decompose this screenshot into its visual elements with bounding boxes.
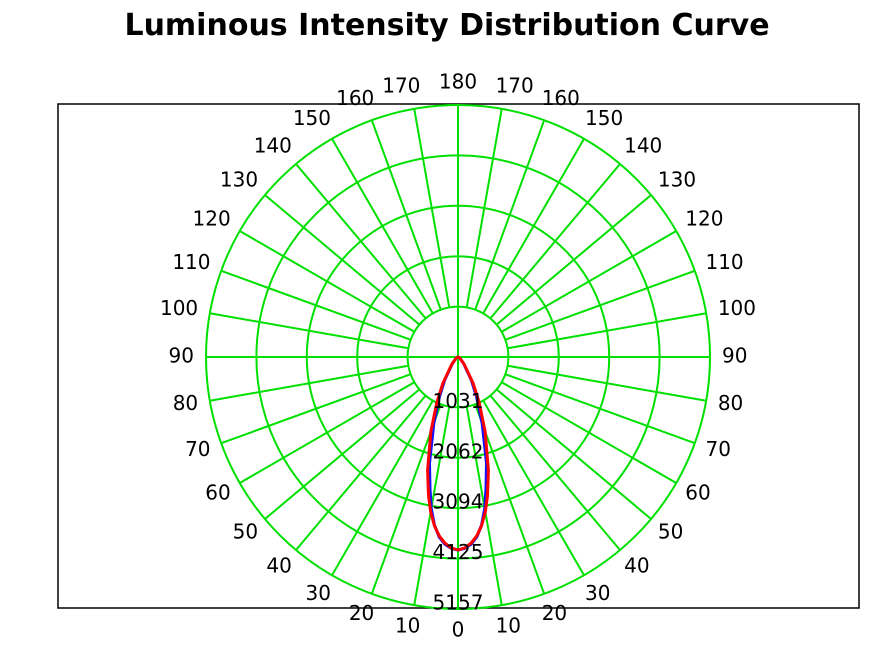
angle-tick-label: 40 bbox=[624, 553, 649, 577]
angle-tick-label: 10 bbox=[496, 613, 521, 637]
angle-tick-label: 70 bbox=[185, 437, 210, 461]
angle-tick-label: 30 bbox=[585, 581, 610, 605]
angle-tick-label: 40 bbox=[266, 553, 291, 577]
angle-tick-label: 140 bbox=[254, 134, 292, 158]
angle-tick-label: 100 bbox=[160, 296, 198, 320]
grid-spoke bbox=[209, 312, 409, 350]
grid-spoke bbox=[370, 119, 442, 310]
grid-spoke bbox=[239, 230, 415, 333]
angle-tick-label: 140 bbox=[624, 134, 662, 158]
angle-tick-label: 150 bbox=[293, 106, 331, 130]
grid-spoke bbox=[474, 119, 546, 310]
angle-tick-label: 180 bbox=[439, 70, 477, 94]
grid-spoke bbox=[295, 163, 427, 320]
polar-grid bbox=[205, 104, 711, 610]
angle-tick-label: 160 bbox=[542, 86, 580, 110]
radial-tick-label: 2062 bbox=[433, 439, 484, 463]
grid-spoke bbox=[495, 388, 652, 520]
angle-tick-label: 60 bbox=[205, 481, 230, 505]
grid-spoke bbox=[295, 394, 427, 551]
grid-spoke bbox=[501, 381, 677, 484]
grid-spoke bbox=[465, 108, 503, 308]
grid-spoke bbox=[239, 381, 415, 484]
grid-spoke bbox=[413, 108, 451, 308]
intensity-curves bbox=[426, 355, 490, 552]
angle-tick-label: 170 bbox=[496, 74, 534, 98]
angle-tick-label: 50 bbox=[233, 520, 258, 544]
angle-tick-label: 10 bbox=[395, 613, 420, 637]
angle-tick-label: 0 bbox=[452, 618, 465, 642]
grid-spoke bbox=[489, 163, 621, 320]
angle-tick-label: 130 bbox=[658, 167, 696, 191]
grid-spoke bbox=[264, 194, 421, 326]
angle-tick-label: 170 bbox=[382, 74, 420, 98]
angle-tick-label: 120 bbox=[193, 207, 231, 231]
radial-labels: 1031 2062 3094 4125 5157 bbox=[433, 389, 484, 615]
grid-spoke bbox=[501, 230, 677, 333]
angle-tick-label: 150 bbox=[585, 106, 623, 130]
angle-tick-label: 80 bbox=[718, 391, 743, 415]
angle-tick-label: 30 bbox=[306, 581, 331, 605]
grid-spoke bbox=[507, 364, 707, 402]
chart-title: Luminous Intensity Distribution Curve bbox=[124, 8, 770, 43]
grid-spoke bbox=[505, 373, 696, 445]
angle-labels: 0 101020203030404050506060707080809090100… bbox=[160, 70, 756, 642]
angle-tick-label: 20 bbox=[542, 601, 567, 625]
grid-spoke bbox=[331, 400, 434, 576]
angle-tick-label: 90 bbox=[722, 344, 747, 368]
radial-tick-label: 4125 bbox=[433, 540, 484, 564]
angle-tick-label: 70 bbox=[705, 437, 730, 461]
angle-tick-label: 20 bbox=[349, 601, 374, 625]
radial-tick-label: 1031 bbox=[433, 389, 484, 413]
angle-tick-label: 160 bbox=[336, 86, 374, 110]
grid-spoke bbox=[220, 269, 411, 341]
angle-tick-label: 110 bbox=[705, 250, 743, 274]
grid-spoke bbox=[209, 364, 409, 402]
grid-spoke bbox=[505, 269, 696, 341]
angle-tick-label: 60 bbox=[685, 481, 710, 505]
angle-tick-label: 90 bbox=[169, 344, 194, 368]
angle-tick-label: 80 bbox=[173, 391, 198, 415]
grid-spoke bbox=[482, 138, 585, 314]
grid-spoke bbox=[507, 312, 707, 350]
grid-spoke bbox=[489, 394, 621, 551]
angle-tick-label: 130 bbox=[220, 167, 258, 191]
grid-spoke bbox=[264, 388, 421, 520]
angle-tick-label: 50 bbox=[658, 520, 683, 544]
angle-tick-label: 120 bbox=[685, 207, 723, 231]
radial-tick-label: 5157 bbox=[433, 591, 484, 615]
angle-tick-label: 110 bbox=[172, 250, 210, 274]
grid-spoke bbox=[331, 138, 434, 314]
radial-tick-label: 3094 bbox=[433, 490, 484, 514]
grid-spoke bbox=[220, 373, 411, 445]
grid-spoke bbox=[495, 194, 652, 326]
angle-tick-label: 100 bbox=[718, 296, 756, 320]
intensity-curve bbox=[426, 355, 490, 552]
grid-spoke bbox=[482, 400, 585, 576]
